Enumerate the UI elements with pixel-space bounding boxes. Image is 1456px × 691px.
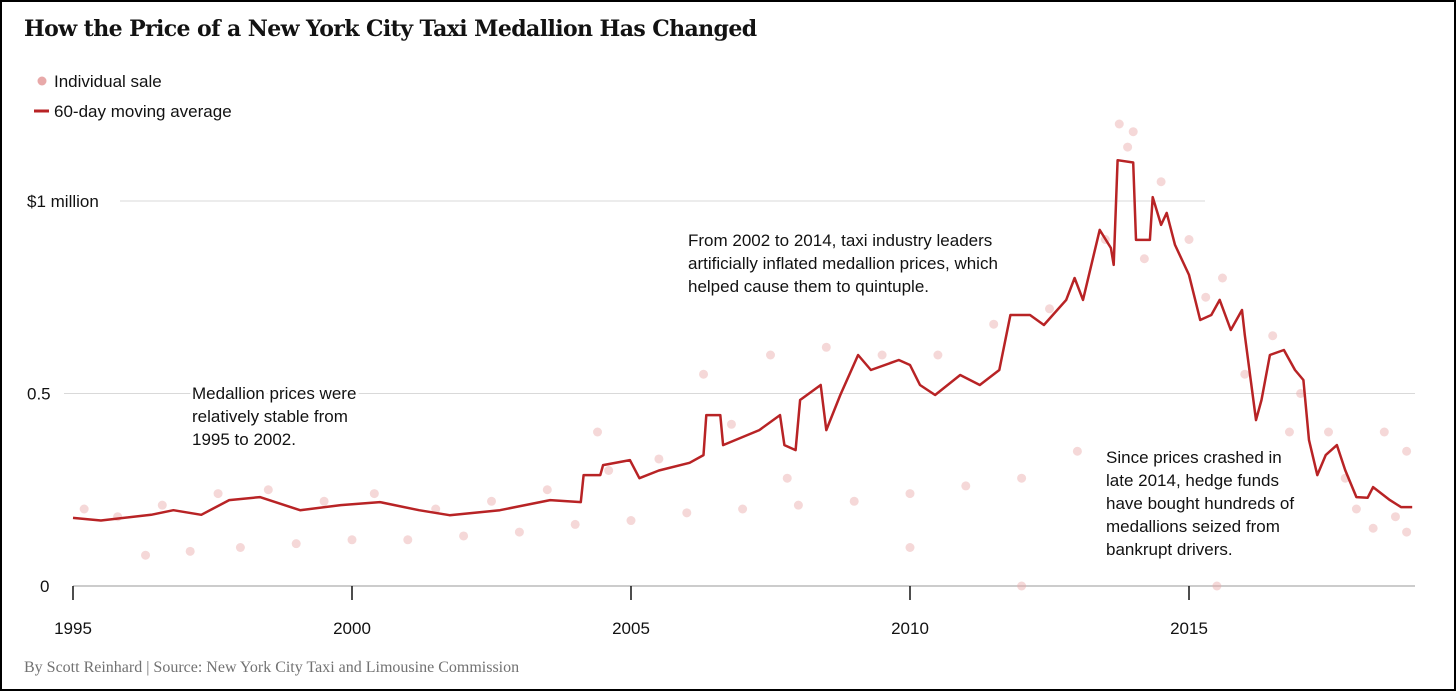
sale-dot <box>905 489 915 499</box>
sale-dot <box>1114 119 1124 129</box>
sale-dot <box>877 350 887 360</box>
x-tick-label: 2015 <box>1170 619 1208 638</box>
sale-dot <box>593 427 603 437</box>
sale-dot <box>459 531 469 541</box>
sale-dot <box>185 546 195 556</box>
sale-dot <box>821 342 831 352</box>
sale-dot <box>1284 427 1294 437</box>
footer-credit: By Scott Reinhard | Source: New York Cit… <box>24 659 519 676</box>
annotation-inflated: From 2002 to 2014, taxi industry leaders… <box>688 231 1003 296</box>
sale-dot <box>1268 331 1278 341</box>
sale-dot <box>1201 292 1211 302</box>
sale-dot <box>1390 512 1400 522</box>
legend: Individual sale 60-day moving average <box>34 72 232 121</box>
sale-dot <box>1212 581 1222 591</box>
sale-dot <box>726 419 736 429</box>
sale-dot <box>604 466 614 475</box>
sale-dot <box>849 496 859 506</box>
sale-dot <box>570 519 580 529</box>
y-tick-label: $1 million <box>27 192 99 211</box>
sale-dot <box>682 508 692 518</box>
sale-dot <box>403 535 413 545</box>
sale-dot <box>1128 127 1138 137</box>
sale-dot <box>79 504 89 514</box>
y-tick-label: 0.5 <box>27 385 51 404</box>
scatter-points <box>79 119 1412 591</box>
annotation-stable: Medallion prices were relatively stable … <box>192 384 361 449</box>
sale-dot <box>738 504 748 514</box>
moving-average-line <box>72 158 1413 522</box>
sale-dot <box>989 319 999 329</box>
sale-dot <box>933 350 943 360</box>
sale-dot <box>793 500 803 510</box>
sale-dot <box>1402 446 1412 456</box>
chart-title: How the Price of a New York City Taxi Me… <box>24 16 757 42</box>
sale-dot <box>905 543 915 552</box>
sale-dot <box>213 489 223 499</box>
x-tick-label: 2010 <box>891 619 929 638</box>
sale-dot <box>1045 304 1054 314</box>
x-tick-label: 2000 <box>333 619 371 638</box>
sale-dot <box>1123 142 1133 152</box>
sale-dot <box>1017 581 1027 591</box>
sale-dot <box>319 496 329 506</box>
sale-dot <box>699 369 709 379</box>
sale-dot <box>1324 427 1333 437</box>
sale-dot <box>431 504 441 514</box>
sale-dot <box>263 485 273 495</box>
sale-dot <box>1351 504 1361 514</box>
legend-label-sales: Individual sale <box>54 72 162 91</box>
legend-label-average: 60-day moving average <box>54 102 232 121</box>
sale-dot <box>235 543 245 552</box>
sale-dot <box>1240 369 1250 379</box>
sale-dot <box>369 489 379 499</box>
sale-dot <box>291 539 301 549</box>
x-tick-label: 2005 <box>612 619 650 638</box>
sale-dot <box>1379 427 1389 437</box>
sale-dot <box>961 481 971 491</box>
sale-dot <box>654 454 664 464</box>
sale-dot <box>157 500 167 510</box>
sale-dot <box>766 350 775 360</box>
axes: 0 0.5 $1 million 1995 2000 2005 2010 2015 <box>27 192 1208 638</box>
sale-dot <box>542 485 552 495</box>
sale-dot <box>1156 177 1166 187</box>
sale-dot <box>141 550 151 560</box>
sale-dot <box>1296 389 1306 398</box>
sale-dot <box>626 516 636 526</box>
legend-dot-icon <box>37 76 47 86</box>
annotation-crash: Since prices crashed in late 2014, hedge… <box>1106 448 1299 559</box>
sale-dot <box>1368 523 1378 533</box>
sale-dot <box>1184 235 1194 244</box>
sale-dot <box>782 473 792 483</box>
gridlines <box>64 200 1415 587</box>
y-tick-label: 0 <box>40 577 49 596</box>
sale-dot <box>1217 273 1227 283</box>
x-tick-label: 1995 <box>54 619 92 638</box>
sale-dot <box>1139 254 1149 264</box>
sale-dot <box>1402 527 1412 537</box>
sale-dot <box>487 496 496 506</box>
sale-dot <box>514 527 524 537</box>
sale-dot <box>1017 473 1027 483</box>
sale-dot <box>347 535 357 545</box>
sale-dot <box>1072 446 1082 456</box>
